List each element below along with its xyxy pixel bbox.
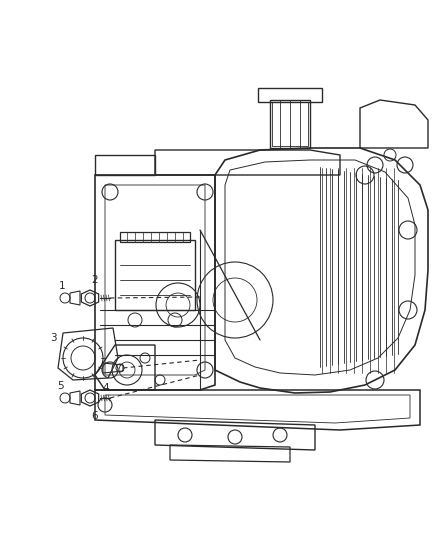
Text: 1: 1: [59, 281, 65, 291]
Text: 6: 6: [92, 411, 98, 421]
Text: 5: 5: [57, 381, 64, 391]
Text: 2: 2: [92, 275, 98, 285]
Text: 3: 3: [49, 333, 57, 343]
Text: 4: 4: [102, 383, 110, 393]
